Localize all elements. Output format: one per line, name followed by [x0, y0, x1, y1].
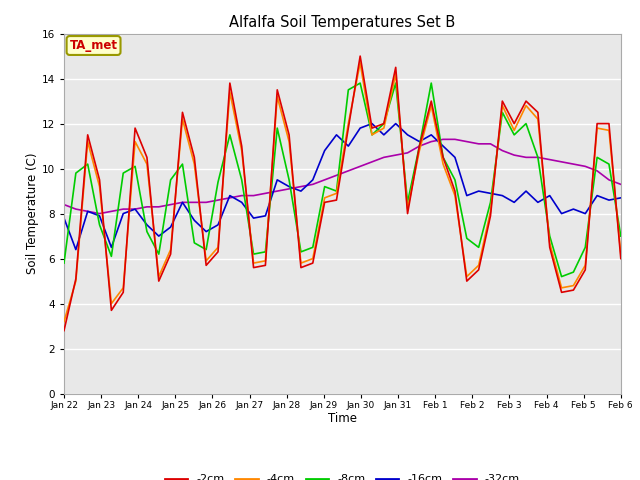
- Title: Alfalfa Soil Temperatures Set B: Alfalfa Soil Temperatures Set B: [229, 15, 456, 30]
- Legend: -2cm, -4cm, -8cm, -16cm, -32cm: -2cm, -4cm, -8cm, -16cm, -32cm: [161, 470, 524, 480]
- Text: TA_met: TA_met: [70, 39, 118, 52]
- X-axis label: Time: Time: [328, 412, 357, 425]
- Y-axis label: Soil Temperature (C): Soil Temperature (C): [26, 153, 39, 275]
